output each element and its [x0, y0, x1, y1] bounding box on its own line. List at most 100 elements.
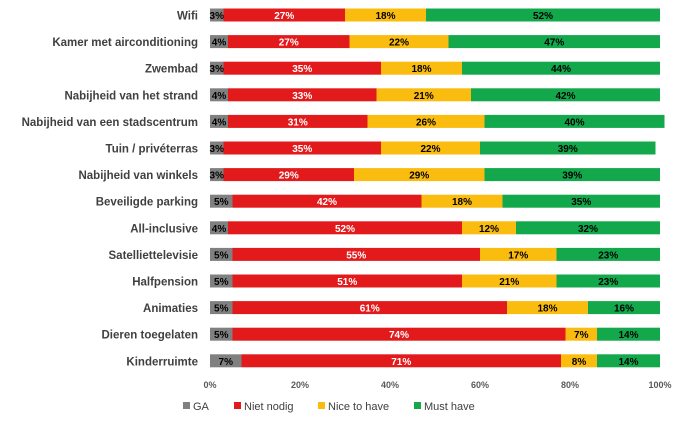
bar-segment [345, 8, 426, 22]
bar-segment [210, 247, 233, 261]
x-tick-label: 0% [203, 380, 216, 390]
bar-segment [354, 168, 485, 182]
data-label: 4% [212, 224, 227, 235]
bar-segment [484, 114, 665, 128]
data-label: 51% [337, 277, 357, 288]
bar-segment [210, 221, 228, 235]
bar-segment [448, 35, 660, 49]
data-label: 71% [391, 357, 411, 368]
data-label: 14% [618, 330, 638, 341]
category-label: Nabijheid van het strand [64, 90, 198, 102]
data-label: 14% [618, 357, 638, 368]
category-label: Satelliettelevisie [109, 250, 199, 262]
bar-segment [588, 301, 660, 315]
bar-segment [241, 354, 561, 368]
data-label: 12% [479, 224, 499, 235]
bar-segment [210, 194, 233, 208]
data-label: 5% [214, 197, 229, 208]
data-label: 42% [317, 197, 337, 208]
category-label: Tuin / privéterras [106, 144, 198, 156]
data-label: 52% [335, 224, 355, 235]
data-label: 23% [598, 277, 618, 288]
bar-segment [561, 354, 597, 368]
data-label: 5% [214, 277, 229, 288]
bar-segment [228, 114, 368, 128]
x-tick-label: 40% [381, 380, 399, 390]
bar-segment [381, 141, 480, 155]
bar-segment [210, 35, 228, 49]
bar-segment [381, 61, 462, 75]
data-label: 35% [292, 144, 312, 155]
data-label: 42% [555, 91, 575, 102]
data-label: 22% [420, 144, 440, 155]
data-label: 29% [409, 171, 429, 182]
bar-segment [228, 88, 377, 102]
bar-segment [507, 301, 588, 315]
data-label: 27% [279, 38, 299, 49]
data-label: 52% [533, 11, 553, 22]
legend-swatch [318, 402, 325, 409]
category-label: Kamer met airconditioning [52, 37, 198, 49]
bar-segment [376, 88, 471, 102]
bar-segment [516, 221, 660, 235]
legend-label: Niet nodig [244, 401, 294, 413]
data-label: 40% [564, 117, 584, 128]
data-label: 26% [416, 117, 436, 128]
category-label: Animaties [143, 303, 198, 315]
data-label: 3% [210, 171, 225, 182]
bar-segment [367, 114, 485, 128]
bar-segment [462, 61, 660, 75]
data-label: 33% [292, 91, 312, 102]
data-label: 22% [389, 38, 409, 49]
bar-segment [210, 274, 233, 288]
data-label: 21% [499, 277, 519, 288]
bar-segment [210, 8, 224, 22]
data-label: 35% [571, 197, 591, 208]
bar-segment [565, 327, 597, 341]
category-label: Nabijheid van een stadscentrum [22, 117, 198, 129]
bar-segment [223, 61, 381, 75]
data-label: 44% [551, 64, 571, 75]
bar-segment [232, 274, 462, 288]
bar-segment [484, 168, 660, 182]
bar-segment [223, 8, 345, 22]
category-label: Wifi [177, 11, 198, 23]
data-label: 3% [210, 144, 225, 155]
data-label: 3% [210, 64, 225, 75]
bar-segment [210, 301, 233, 315]
bar-segment [480, 141, 656, 155]
bar-segment [556, 274, 660, 288]
data-label: 18% [537, 304, 557, 315]
bar-segment [223, 168, 354, 182]
bar-segment [232, 301, 507, 315]
bar-segment [210, 354, 242, 368]
legend-swatch [183, 402, 190, 409]
x-tick-label: 60% [471, 380, 489, 390]
category-label: All-inclusive [130, 223, 198, 235]
bar-segment [210, 88, 228, 102]
data-label: 47% [544, 38, 564, 49]
data-label: 27% [274, 11, 294, 22]
bar-segment [502, 194, 660, 208]
data-label: 5% [214, 330, 229, 341]
data-label: 18% [411, 64, 431, 75]
legend-label: GA [193, 401, 210, 413]
bar-segment [210, 61, 224, 75]
data-label: 7% [219, 357, 234, 368]
data-label: 18% [375, 11, 395, 22]
legend-swatch [234, 402, 241, 409]
bar-segment [426, 8, 660, 22]
data-label: 4% [212, 117, 227, 128]
data-label: 5% [214, 304, 229, 315]
data-label: 29% [279, 171, 299, 182]
category-label: Kinderruimte [126, 356, 198, 368]
bar-segment [471, 88, 660, 102]
bar-segment [349, 35, 449, 49]
category-label: Dieren toegelaten [102, 330, 199, 342]
data-label: 39% [558, 144, 578, 155]
data-label: 61% [360, 304, 380, 315]
bar-segment [462, 221, 516, 235]
data-label: 32% [578, 224, 598, 235]
x-tick-label: 20% [291, 380, 309, 390]
